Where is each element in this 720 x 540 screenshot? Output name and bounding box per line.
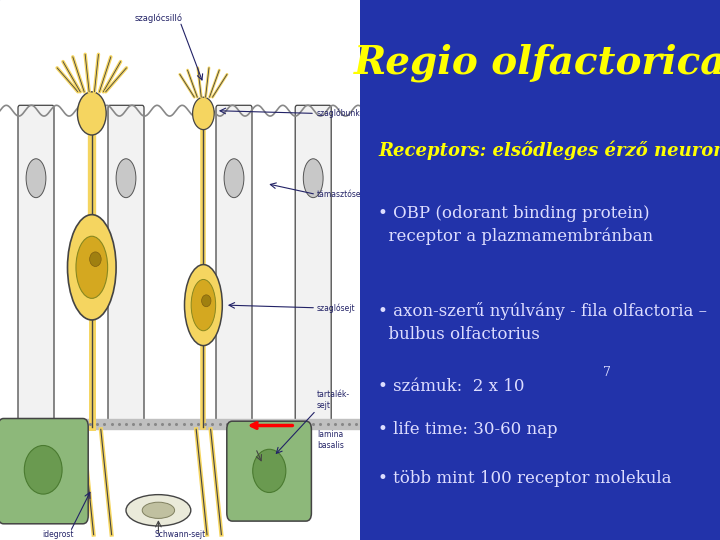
FancyBboxPatch shape xyxy=(0,418,89,524)
FancyBboxPatch shape xyxy=(108,105,144,424)
Ellipse shape xyxy=(143,502,174,518)
FancyBboxPatch shape xyxy=(18,105,54,424)
Circle shape xyxy=(78,92,107,135)
Text: • OBP (odorant binding protein)
  receptor a plazmamembránban: • OBP (odorant binding protein) receptor… xyxy=(378,205,653,245)
Text: • life time: 30-60 nap: • life time: 30-60 nap xyxy=(378,421,557,438)
Text: támasztósejt: támasztósejt xyxy=(317,190,366,199)
Ellipse shape xyxy=(76,237,108,298)
Ellipse shape xyxy=(303,159,323,198)
Text: lamina
basalis: lamina basalis xyxy=(317,430,343,450)
Ellipse shape xyxy=(224,159,244,198)
Text: tartalék-
sejt: tartalék- sejt xyxy=(317,389,350,410)
Ellipse shape xyxy=(68,215,116,320)
Text: • axon-szerű nyúlvány - fila olfactoria –
  bulbus olfactorius: • axon-szerű nyúlvány - fila olfactoria … xyxy=(378,302,707,342)
Text: Regio olfactorica: Regio olfactorica xyxy=(354,43,720,82)
Ellipse shape xyxy=(26,159,46,198)
Text: Receptors: elsődleges érző neuron:: Receptors: elsődleges érző neuron: xyxy=(378,140,720,160)
Ellipse shape xyxy=(202,295,211,307)
Ellipse shape xyxy=(253,449,286,492)
Text: 7: 7 xyxy=(603,366,611,379)
Ellipse shape xyxy=(191,280,216,330)
Text: idegrost: idegrost xyxy=(42,530,73,539)
Ellipse shape xyxy=(24,446,62,494)
Text: szaglósejt: szaglósejt xyxy=(317,303,356,313)
FancyBboxPatch shape xyxy=(227,421,311,521)
FancyBboxPatch shape xyxy=(295,105,331,424)
Ellipse shape xyxy=(89,252,101,267)
Circle shape xyxy=(192,97,215,130)
Text: • számuk:  2 x 10: • számuk: 2 x 10 xyxy=(378,378,524,395)
Text: szaglócsilló: szaglócsilló xyxy=(135,14,182,23)
Ellipse shape xyxy=(126,495,191,526)
Text: Schwann-sejt: Schwann-sejt xyxy=(154,530,206,539)
Ellipse shape xyxy=(116,159,136,198)
Text: szaglóbunkó: szaglóbunkó xyxy=(317,109,365,118)
FancyBboxPatch shape xyxy=(216,105,252,424)
Ellipse shape xyxy=(184,265,222,346)
Text: • több mint 100 receptor molekula: • több mint 100 receptor molekula xyxy=(378,470,672,487)
